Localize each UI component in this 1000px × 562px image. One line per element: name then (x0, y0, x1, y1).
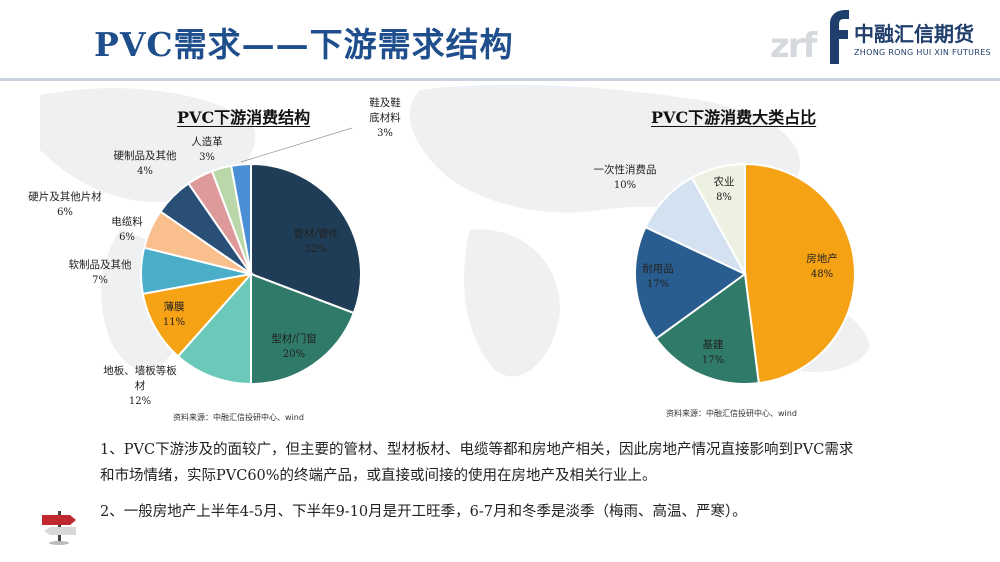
body-paragraph-1-line-2: 和市场情绪，实际PVC60%的终端产品，或直接或间接的使用在房地产及相关行业上。 (100, 468, 657, 484)
chart-1-label-2: 型材/门窗 (271, 332, 317, 345)
chart-2-slice-5 (690, 162, 746, 275)
chart-1-label-5: 软制品及其他 (69, 258, 132, 271)
body-paragraph-1-line-1: 1、PVC下游涉及的面较广，但主要的管材、型材板材、电缆等都和房地产相关，因此房… (100, 442, 854, 458)
chart-1-label-9: 人造革 (191, 135, 223, 148)
chart-2-label-3: 耐用品 (642, 262, 674, 275)
chart-2-value-2: 17% (702, 355, 724, 366)
chart-1-value-10: 3% (377, 128, 393, 139)
chart-1-value-1: 32% (305, 244, 327, 255)
chart-2-slice-2 (654, 272, 760, 385)
chart-1-value-3: 12% (129, 396, 151, 407)
chart-1-value-5: 7% (92, 275, 108, 286)
chart-1-leader-line-10 (240, 127, 353, 163)
chart-2-source: 资料来源：中融汇信投研中心、wind (666, 409, 797, 418)
slide-title: PVC需求——下游需求结构 (94, 25, 514, 64)
chart-2-label-5: 农业 (714, 175, 735, 188)
chart-1-slice-1 (250, 162, 362, 315)
chart-1-slice-4 (141, 272, 254, 358)
chart-2-value-5: 8% (716, 192, 732, 203)
chart-2-slice-3 (634, 225, 747, 341)
chart-1-label-4: 薄膜 (164, 300, 185, 313)
chart-2-value-4: 10% (614, 180, 636, 191)
chart-1-source: 资料来源：中融汇信投研中心、wind (173, 413, 304, 422)
body-paragraph-2: 2、一般房地产上半年4-5月、下半年9-10月是开工旺季，6-7月和冬季是淡季（… (100, 504, 747, 520)
chart-1-value-4: 11% (163, 317, 185, 328)
chart-2-value-3: 17% (647, 279, 669, 290)
chart-2-title: PVC下游消费大类占比 (651, 108, 817, 127)
chart-2-label-1: 房地产 (806, 252, 838, 265)
chart-1-value-6: 6% (119, 232, 135, 243)
chart-1-value-7: 6% (57, 207, 73, 218)
chart-1-label-6: 电缆料 (111, 215, 143, 228)
chart-1-title: PVC下游消费结构 (177, 108, 311, 127)
chart-1-slice-3 (176, 271, 252, 386)
logo-ghost-text: zrf (770, 26, 817, 66)
company-logo: zrf 中融汇信期货 ZHONG RONG HUI XIN FUTURES (770, 10, 995, 70)
chart-1-slice-2 (250, 272, 356, 386)
chart-1-value-2: 20% (283, 349, 305, 360)
chart-1-label-10: 鞋及鞋底材料 (369, 96, 401, 124)
chart-2-value-1: 48% (811, 269, 833, 280)
logo-f-icon (830, 10, 849, 64)
chart-1-value-8: 4% (137, 166, 153, 177)
chart-1-label-3: 地板、墙板等板材 (103, 364, 177, 392)
chart-1-label-7: 硬片及其他片材 (28, 190, 102, 203)
chart-1-slice-10 (230, 162, 252, 275)
title-divider (0, 78, 1000, 81)
chart-2-slice-1 (744, 162, 856, 385)
chart-1-value-9: 3% (199, 152, 215, 163)
logo-english-name: ZHONG RONG HUI XIN FUTURES (854, 48, 991, 57)
chart-2-label-2: 基建 (703, 338, 724, 351)
chart-2-label-4: 一次性消费品 (594, 163, 657, 176)
chart-1-label-1: 管材/管件 (293, 227, 339, 240)
body-paragraph-1: 1、PVC下游涉及的面较广，但主要的管材、型材板材、电缆等都和房地产相关，因此房… (100, 437, 853, 489)
logo-chinese-name: 中融汇信期货 (854, 22, 974, 46)
signpost-arrow-icon (42, 511, 76, 545)
chart-1-label-8: 硬制品及其他 (114, 149, 177, 162)
